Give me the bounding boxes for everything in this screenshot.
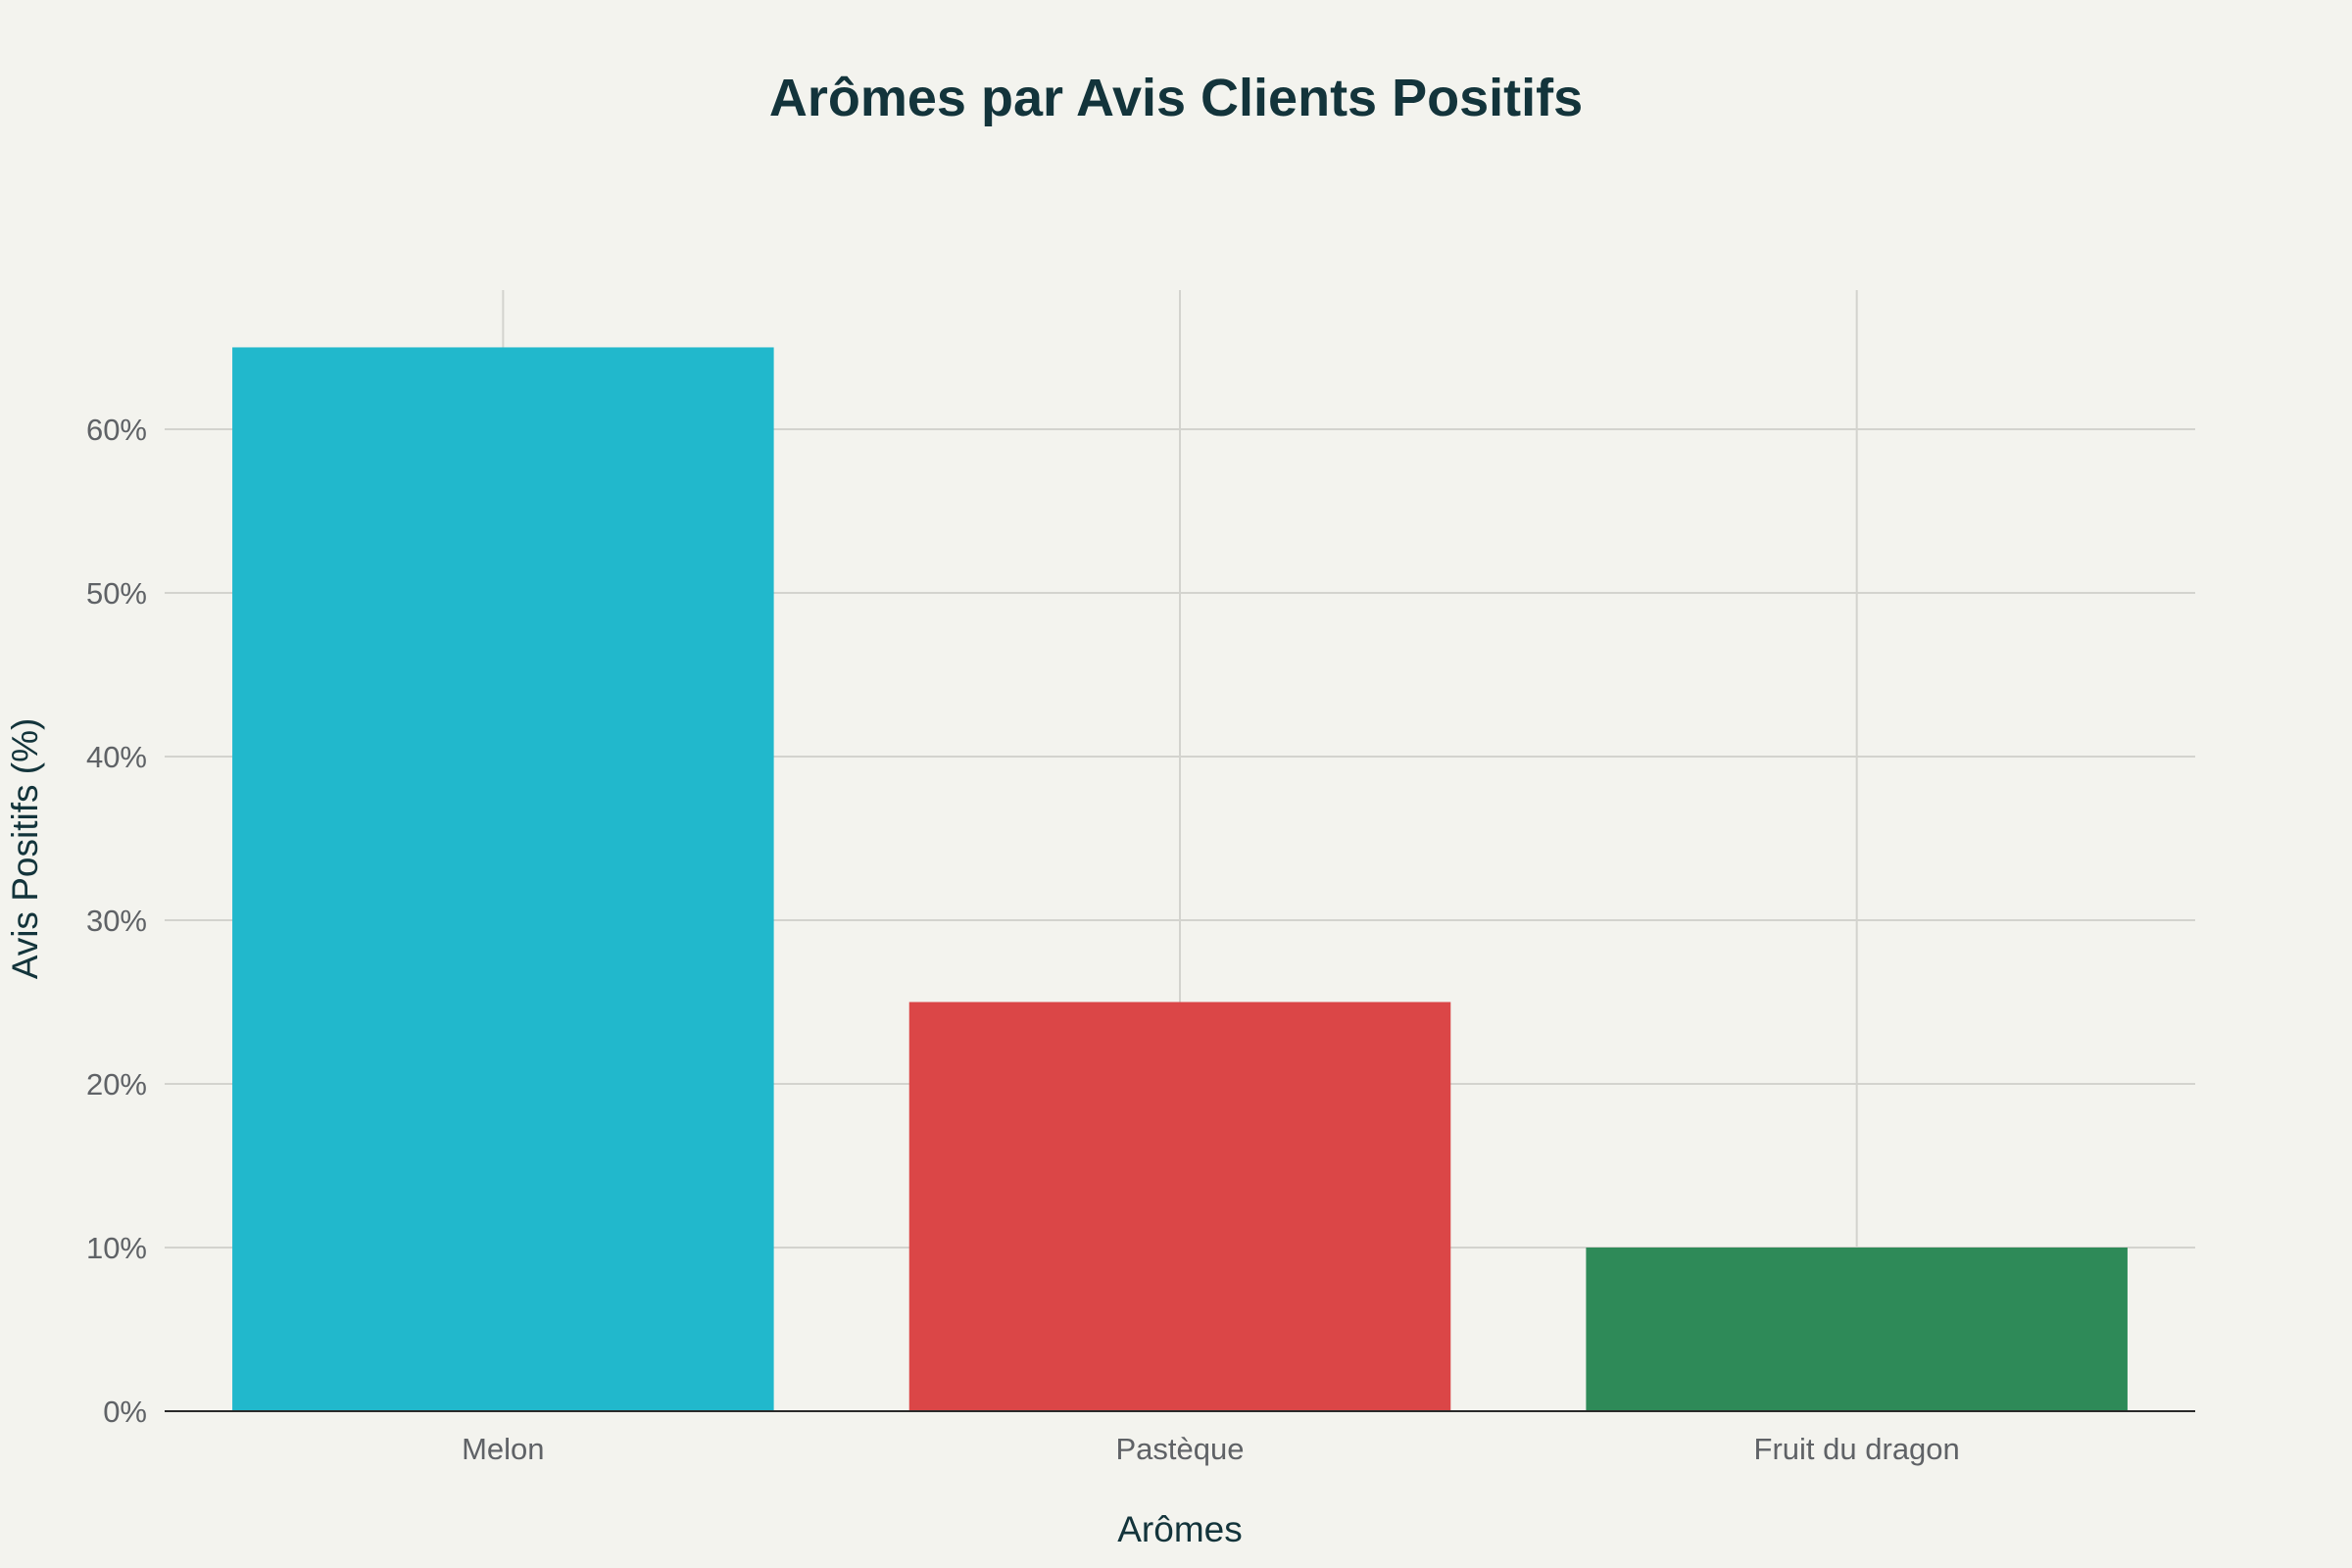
y-tick-label: 40% [86,740,147,774]
y-tick-label: 0% [103,1395,147,1429]
y-tick-labels: 0% 10% 20% 30% 40% 50% 60% [86,413,147,1429]
bar-fruit-du-dragon [1586,1247,2128,1411]
bar-melon [232,347,774,1412]
y-axis-title: Avis Positifs (%) [5,718,45,980]
y-tick-label: 50% [86,576,147,611]
bars [232,347,2128,1412]
y-tick-label: 20% [86,1067,147,1102]
y-tick-label: 60% [86,413,147,447]
x-tick-labels: Melon Pastèque Fruit du dragon [462,1432,1960,1466]
x-tick-label: Melon [462,1432,544,1466]
bar-pastèque [908,1002,1451,1411]
x-axis-title: Arômes [1117,1509,1242,1549]
x-tick-label: Fruit du dragon [1754,1432,1960,1466]
y-tick-label: 10% [86,1231,147,1265]
chart-title: Arômes par Avis Clients Positifs [769,69,1583,127]
y-tick-label: 30% [86,904,147,938]
x-tick-label: Pastèque [1116,1432,1245,1466]
